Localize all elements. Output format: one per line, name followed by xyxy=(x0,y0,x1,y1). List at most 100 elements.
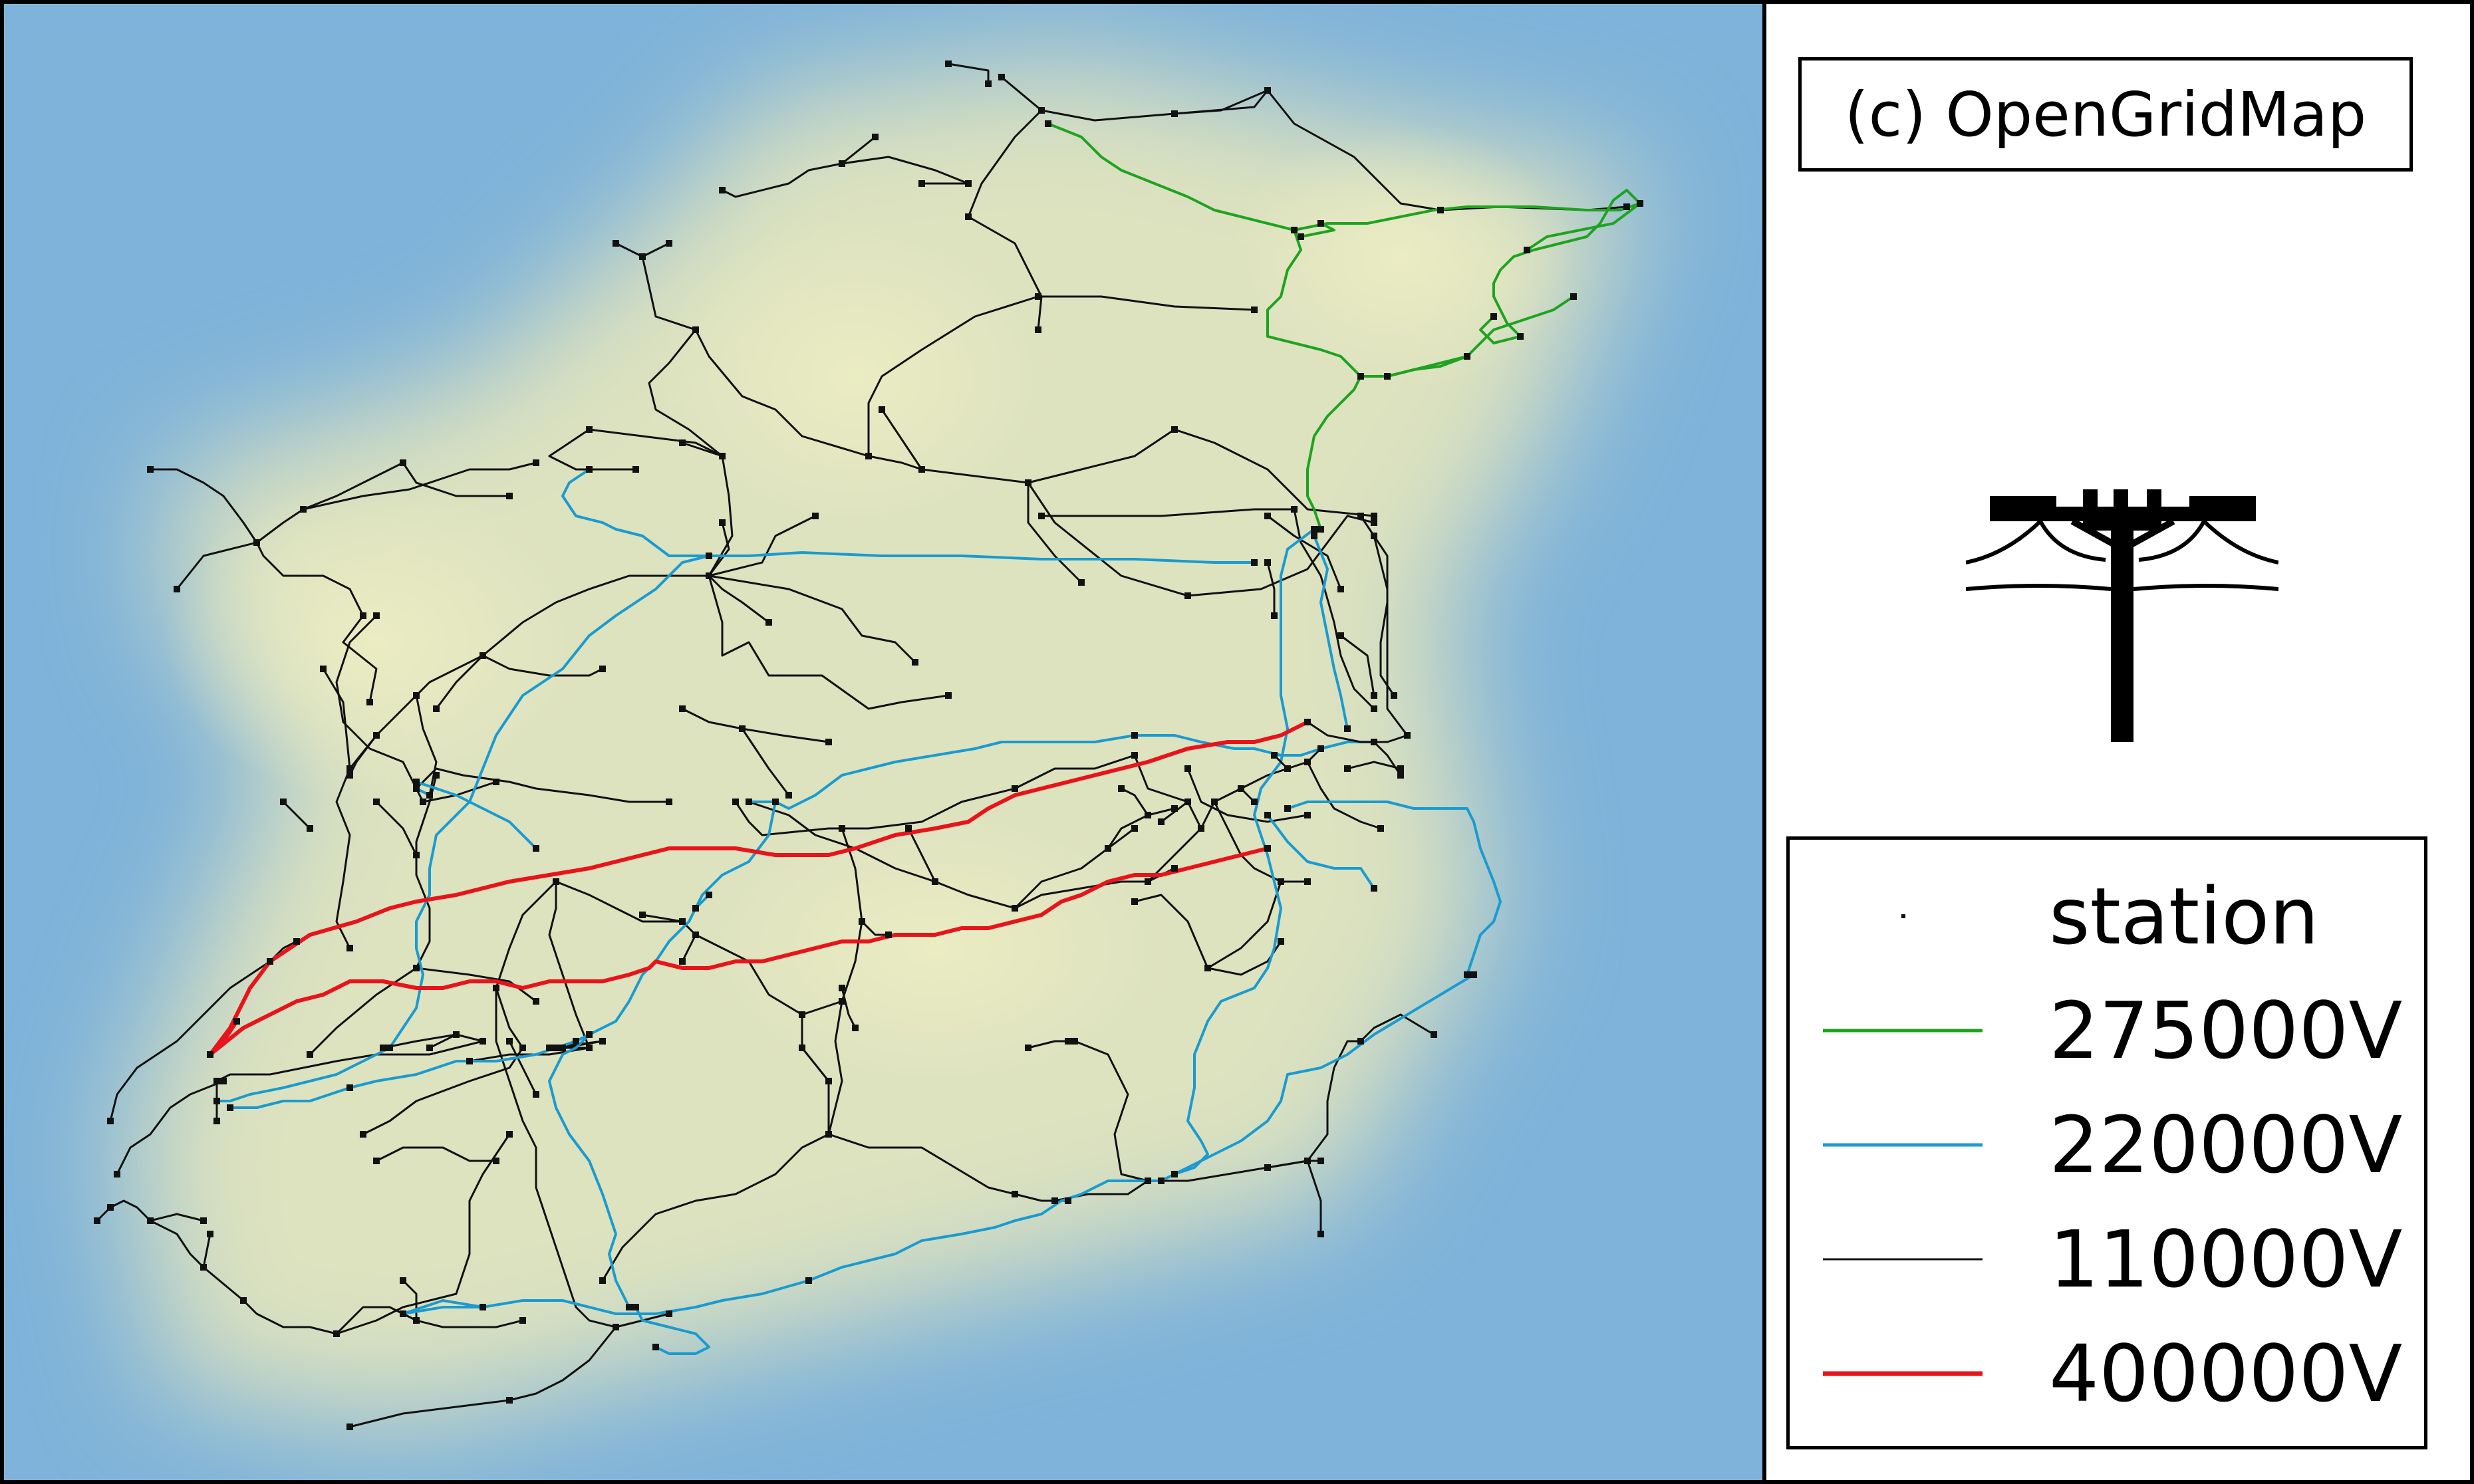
station-marker[interactable] xyxy=(533,845,539,852)
station-marker[interactable] xyxy=(692,326,699,333)
station-marker[interactable] xyxy=(420,799,426,805)
station-marker[interactable] xyxy=(732,799,739,805)
station-marker[interactable] xyxy=(1198,825,1204,832)
station-marker[interactable] xyxy=(386,1045,393,1051)
station-marker[interactable] xyxy=(1184,592,1191,599)
station-marker[interactable] xyxy=(506,1131,513,1138)
station-marker[interactable] xyxy=(1158,1177,1165,1184)
station-marker[interactable] xyxy=(706,553,712,559)
station-marker[interactable] xyxy=(865,453,872,459)
station-marker[interactable] xyxy=(1078,579,1085,586)
station-marker[interactable] xyxy=(413,852,420,858)
station-marker[interactable] xyxy=(1238,785,1244,792)
station-marker[interactable] xyxy=(413,1317,420,1324)
station-marker[interactable] xyxy=(1377,825,1384,832)
station-marker[interactable] xyxy=(1304,719,1311,725)
station-marker[interactable] xyxy=(859,918,865,925)
station-marker[interactable] xyxy=(94,1217,100,1224)
station-marker[interactable] xyxy=(1171,805,1178,812)
station-marker[interactable] xyxy=(1404,732,1411,739)
station-marker[interactable] xyxy=(1145,1177,1151,1184)
station-marker[interactable] xyxy=(652,1344,659,1350)
station-marker[interactable] xyxy=(233,1018,240,1025)
station-marker[interactable] xyxy=(1131,732,1138,739)
station-marker[interactable] xyxy=(1304,759,1311,765)
station-marker[interactable] xyxy=(839,825,845,832)
station-marker[interactable] xyxy=(207,1231,213,1237)
station-marker[interactable] xyxy=(679,705,686,712)
station-marker[interactable] xyxy=(200,1217,207,1224)
station-marker[interactable] xyxy=(666,1310,672,1317)
station-marker[interactable] xyxy=(1344,725,1351,732)
station-marker[interactable] xyxy=(546,1045,553,1051)
station-marker[interactable] xyxy=(879,406,885,413)
station-marker[interactable] xyxy=(147,466,154,473)
station-marker[interactable] xyxy=(1251,307,1258,313)
station-marker[interactable] xyxy=(1271,752,1278,759)
station-marker[interactable] xyxy=(1464,353,1470,360)
station-marker[interactable] xyxy=(1464,971,1470,978)
station-marker[interactable] xyxy=(1371,519,1377,526)
station-marker[interactable] xyxy=(852,1025,859,1031)
station-marker[interactable] xyxy=(200,1264,207,1271)
station-marker[interactable] xyxy=(207,1051,213,1058)
station-marker[interactable] xyxy=(519,1317,526,1324)
station-marker[interactable] xyxy=(1337,586,1344,592)
station-marker[interactable] xyxy=(586,466,593,473)
station-marker[interactable] xyxy=(346,1423,353,1430)
station-marker[interactable] xyxy=(413,785,420,792)
station-marker[interactable] xyxy=(280,799,287,805)
station-marker[interactable] xyxy=(1344,765,1351,772)
station-marker[interactable] xyxy=(1025,1045,1031,1051)
station-marker[interactable] xyxy=(1570,293,1577,300)
station-marker[interactable] xyxy=(1317,220,1324,227)
station-marker[interactable] xyxy=(553,878,559,885)
station-marker[interactable] xyxy=(1264,513,1271,519)
station-marker[interactable] xyxy=(812,513,819,519)
station-marker[interactable] xyxy=(107,1204,114,1211)
grid-map[interactable] xyxy=(4,4,1762,1480)
station-marker[interactable] xyxy=(1071,1038,1078,1045)
station-marker[interactable] xyxy=(799,1011,805,1018)
station-marker[interactable] xyxy=(267,958,273,965)
station-marker[interactable] xyxy=(1397,772,1404,779)
station-marker[interactable] xyxy=(885,931,892,938)
station-marker[interactable] xyxy=(480,1038,486,1045)
station-marker[interactable] xyxy=(480,652,486,659)
station-marker[interactable] xyxy=(1291,227,1298,233)
station-marker[interactable] xyxy=(1304,878,1311,885)
station-marker[interactable] xyxy=(945,61,952,67)
map-panel[interactable] xyxy=(0,0,1766,1484)
station-marker[interactable] xyxy=(965,180,972,187)
station-marker[interactable] xyxy=(965,213,972,220)
station-marker[interactable] xyxy=(1038,107,1045,114)
station-marker[interactable] xyxy=(1251,799,1258,805)
station-marker[interactable] xyxy=(373,612,380,619)
station-marker[interactable] xyxy=(1311,526,1317,533)
station-marker[interactable] xyxy=(772,799,779,805)
station-marker[interactable] xyxy=(746,799,752,805)
station-marker[interactable] xyxy=(253,539,260,546)
station-marker[interactable] xyxy=(1171,426,1178,433)
station-marker[interactable] xyxy=(1371,739,1377,745)
station-marker[interactable] xyxy=(300,506,307,513)
station-marker[interactable] xyxy=(666,799,672,805)
station-marker[interactable] xyxy=(613,1324,619,1330)
station-marker[interactable] xyxy=(679,439,686,446)
station-marker[interactable] xyxy=(918,180,925,187)
station-marker[interactable] xyxy=(1623,203,1630,210)
station-marker[interactable] xyxy=(174,586,180,592)
station-marker[interactable] xyxy=(1517,333,1524,340)
station-marker[interactable] xyxy=(599,1277,606,1284)
station-marker[interactable] xyxy=(1371,885,1377,892)
station-marker[interactable] xyxy=(1317,526,1324,533)
station-marker[interactable] xyxy=(706,572,712,579)
station-marker[interactable] xyxy=(1371,705,1377,712)
station-marker[interactable] xyxy=(1145,812,1151,818)
station-marker[interactable] xyxy=(413,692,420,699)
station-marker[interactable] xyxy=(985,80,992,87)
station-marker[interactable] xyxy=(1371,533,1377,539)
station-marker[interactable] xyxy=(307,825,313,832)
station-marker[interactable] xyxy=(1357,1038,1364,1045)
station-marker[interactable] xyxy=(533,998,539,1005)
